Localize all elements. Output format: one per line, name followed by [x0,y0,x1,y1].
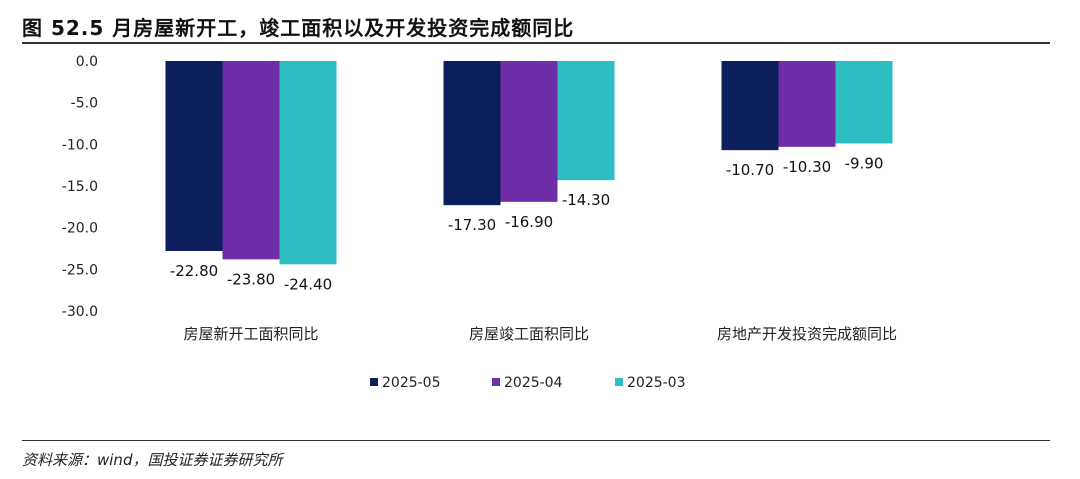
data-label: -14.30 [562,191,610,209]
chart-title: 图 52.5 月房屋新开工，竣工面积以及开发投资完成额同比 [22,16,575,40]
data-labels: -22.80 -23.80 -24.40 -17.30 -16.90 -14.30 -10.… [170,155,884,294]
bar-2025-04-3 [778,61,836,147]
legend-swatch [370,378,378,386]
legend-swatch [492,378,500,386]
bar-2025-04-2 [500,61,558,202]
title-rule [22,42,1050,44]
legend-label: 2025-03 [627,375,686,391]
bar-2025-05-1 [165,61,223,251]
bars [165,61,893,265]
data-label: -24.40 [284,275,332,293]
bar-2025-04-1 [222,61,280,260]
y-tick-label: -5.0 [71,96,98,112]
legend-label: 2025-04 [504,375,563,391]
bar-2025-03-3 [835,61,893,144]
legend-swatch [615,378,623,386]
footer-rule [22,440,1050,441]
source-note: 资料来源：wind，国投证券证券研究所 [22,451,283,469]
x-axis-categories: 房屋新开工面积同比 房屋竣工面积同比 房地产开发投资完成额同比 [183,325,897,343]
y-tick-label: -30.0 [62,304,98,320]
y-tick-label: -15.0 [62,179,98,195]
bar-2025-03-2 [557,61,615,181]
bar-chart: 0.0-5.0-10.0-15.0-20.0-25.0-30.0 -22.80-… [62,54,897,391]
category-label: 房屋新开工面积同比 [183,325,318,343]
y-axis: 0.0 -5.0 -10.0 -15.0 -20.0 -25.0 -30.0 [62,54,98,320]
y-tick-label: -20.0 [62,221,98,237]
y-tick-label: -10.0 [62,137,98,153]
data-label: -9.90 [845,155,884,173]
bar-2025-03-1 [279,61,337,265]
data-label: -10.30 [783,158,831,176]
bar-2025-05-2 [443,61,501,206]
legend-label: 2025-05 [382,375,441,391]
data-label: -16.90 [505,213,553,231]
data-label: -22.80 [170,262,218,280]
legend: 2025-05 2025-04 2025-03 [370,375,686,391]
category-label: 房屋竣工面积同比 [469,325,589,343]
y-tick-label: 0.0 [76,54,98,70]
data-label: -10.70 [726,161,774,179]
data-label: -23.80 [227,270,275,288]
bar-2025-05-3 [721,61,779,151]
category-label: 房地产开发投资完成额同比 [717,325,897,343]
data-label: -17.30 [448,216,496,234]
y-tick-label: -25.0 [62,262,98,278]
